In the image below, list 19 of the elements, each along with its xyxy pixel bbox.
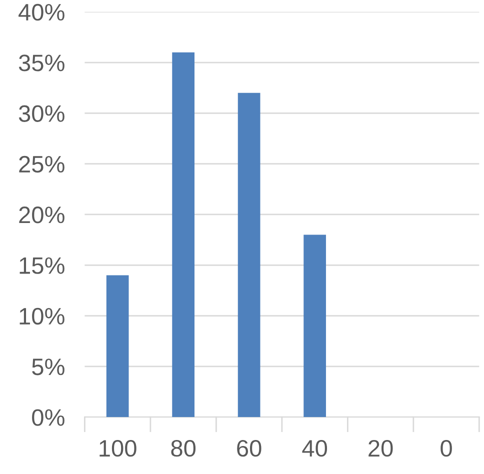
y-tick-label: 0% — [32, 409, 64, 426]
bar — [172, 52, 194, 418]
y-tick-label: 35% — [18, 54, 64, 72]
y-tick-label: 20% — [19, 206, 64, 224]
y-tick-label: 10% — [20, 308, 64, 325]
bar — [238, 92, 260, 418]
x-tick-label: 0 — [440, 440, 452, 457]
x-tick-label: 60 — [237, 440, 262, 457]
y-tick-label: 15% — [20, 257, 64, 274]
x-tick-label: 100 — [100, 440, 136, 457]
y-tick-label: 5% — [32, 358, 64, 376]
x-tick-label: 80 — [171, 440, 196, 457]
y-tick-label: 30% — [18, 105, 64, 122]
bar — [304, 234, 326, 418]
y-tick-label: 25% — [19, 156, 64, 173]
y-tick-label: 40% — [18, 4, 64, 21]
x-tick-label: 40 — [302, 440, 328, 457]
bar — [106, 275, 129, 418]
x-tick-label: 20 — [368, 440, 393, 457]
